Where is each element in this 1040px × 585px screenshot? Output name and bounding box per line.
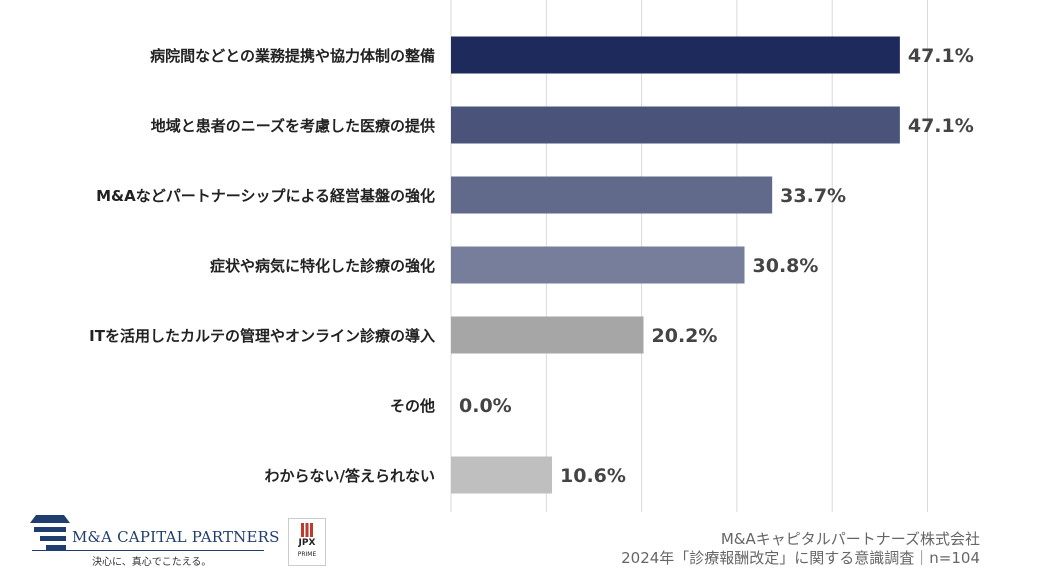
value-label: 47.1% — [908, 115, 974, 137]
value-labels: 47.1% 47.1% 33.7% 30.8% 20.2% 0.0% 10.6% — [459, 45, 974, 487]
bar — [451, 176, 773, 214]
category-label: その他 — [390, 397, 435, 415]
footer-company: M&Aキャピタルパートナーズ株式会社 — [720, 530, 980, 548]
category-label: ITを活用したカルテの管理やオンライン診療の導入 — [89, 327, 435, 345]
jpx-badge-label: JPX — [298, 538, 316, 548]
value-label: 0.0% — [459, 395, 512, 417]
category-label: 地域と患者のニーズを考慮した医療の提供 — [151, 117, 435, 135]
bars — [451, 36, 900, 494]
category-label: 病院間などとの業務提携や協力体制の整備 — [150, 47, 435, 65]
bar — [451, 106, 900, 144]
jpx-prime-badge-icon — [288, 518, 326, 566]
value-label: 30.8% — [753, 255, 819, 277]
category-label: M&Aなどパートナーシップによる経営基盤の強化 — [96, 187, 435, 205]
value-label: 33.7% — [780, 185, 846, 207]
company-tagline: 決心に、真心でこたえる。 — [92, 557, 212, 568]
bar — [451, 246, 745, 284]
company-logo-icon — [30, 515, 70, 550]
category-label: わからない/答えられない — [265, 467, 435, 485]
logo-divider — [32, 550, 264, 551]
company-logo-name: M&A CAPITAL PARTNERS — [72, 528, 280, 546]
bar — [451, 316, 644, 354]
value-label: 20.2% — [652, 325, 718, 347]
value-label: 47.1% — [908, 45, 974, 67]
jpx-badge-sub: PRIME — [297, 551, 317, 558]
bar — [451, 456, 553, 494]
bar — [451, 36, 900, 74]
category-label: 症状や病気に特化した診療の強化 — [210, 257, 435, 275]
footer-survey: 2024年「診療報酬改定」に関する意識調査｜n=104 — [621, 549, 980, 567]
value-label: 10.6% — [560, 465, 626, 487]
